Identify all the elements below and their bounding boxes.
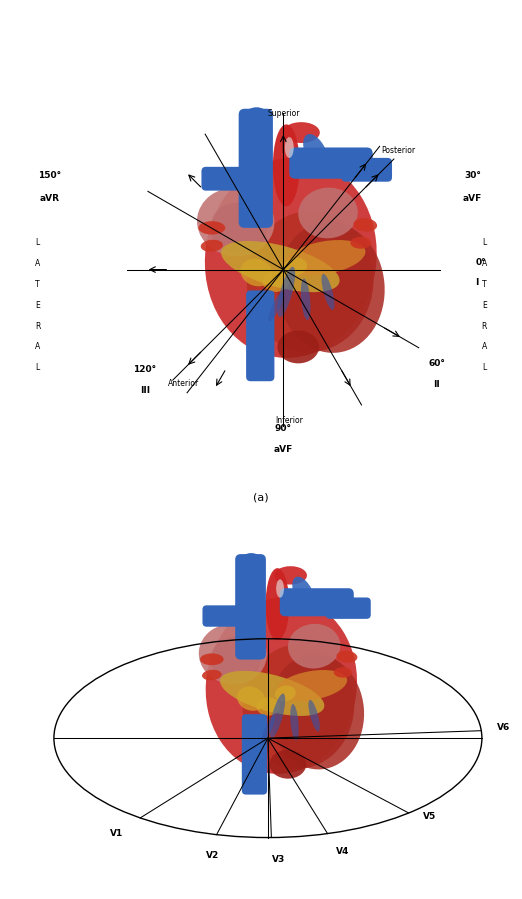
Text: V4: V4 bbox=[336, 847, 350, 856]
Ellipse shape bbox=[276, 579, 284, 598]
FancyBboxPatch shape bbox=[203, 605, 253, 627]
Ellipse shape bbox=[285, 137, 294, 158]
Text: Inferior: Inferior bbox=[275, 416, 303, 425]
Ellipse shape bbox=[309, 699, 320, 732]
FancyBboxPatch shape bbox=[246, 290, 275, 381]
Ellipse shape bbox=[256, 698, 280, 716]
Text: T: T bbox=[482, 280, 487, 289]
Ellipse shape bbox=[303, 134, 329, 173]
FancyBboxPatch shape bbox=[341, 158, 392, 182]
Text: V3: V3 bbox=[272, 855, 285, 864]
FancyBboxPatch shape bbox=[326, 598, 371, 619]
Text: L: L bbox=[35, 238, 40, 247]
Text: V6: V6 bbox=[497, 723, 510, 732]
Ellipse shape bbox=[276, 670, 347, 701]
Text: II: II bbox=[433, 379, 440, 388]
Text: Superior: Superior bbox=[267, 110, 300, 119]
Ellipse shape bbox=[199, 624, 267, 684]
Ellipse shape bbox=[237, 687, 265, 711]
Text: R: R bbox=[482, 322, 487, 331]
Text: III: III bbox=[140, 386, 150, 395]
Ellipse shape bbox=[241, 553, 261, 566]
FancyBboxPatch shape bbox=[235, 554, 266, 660]
Text: L: L bbox=[35, 363, 40, 372]
Ellipse shape bbox=[274, 566, 307, 584]
FancyBboxPatch shape bbox=[280, 588, 354, 617]
Ellipse shape bbox=[210, 637, 260, 681]
Text: 150°: 150° bbox=[38, 171, 61, 181]
Ellipse shape bbox=[206, 597, 357, 774]
Text: Anterior: Anterior bbox=[168, 378, 199, 387]
Ellipse shape bbox=[220, 671, 324, 716]
Ellipse shape bbox=[202, 670, 222, 681]
Ellipse shape bbox=[200, 654, 223, 665]
Text: L: L bbox=[482, 238, 487, 247]
FancyBboxPatch shape bbox=[289, 147, 373, 179]
Ellipse shape bbox=[322, 274, 335, 310]
Ellipse shape bbox=[278, 267, 295, 317]
Ellipse shape bbox=[270, 693, 285, 738]
Ellipse shape bbox=[210, 202, 267, 254]
Text: V2: V2 bbox=[206, 851, 219, 860]
Text: 30°: 30° bbox=[464, 171, 481, 181]
Ellipse shape bbox=[301, 279, 311, 320]
Text: A: A bbox=[35, 343, 40, 352]
Ellipse shape bbox=[275, 685, 296, 701]
Text: E: E bbox=[482, 301, 487, 310]
Text: aVF: aVF bbox=[463, 193, 482, 202]
Text: (a): (a) bbox=[253, 492, 269, 503]
Ellipse shape bbox=[198, 221, 226, 235]
Ellipse shape bbox=[277, 331, 319, 363]
Text: E: E bbox=[35, 301, 40, 310]
Ellipse shape bbox=[288, 624, 340, 669]
Text: aVF: aVF bbox=[274, 445, 293, 454]
Text: A: A bbox=[482, 259, 487, 268]
Ellipse shape bbox=[269, 654, 364, 770]
Ellipse shape bbox=[350, 236, 371, 249]
Ellipse shape bbox=[247, 210, 373, 352]
Text: Posterior: Posterior bbox=[381, 146, 415, 155]
Ellipse shape bbox=[266, 568, 289, 640]
Text: V1: V1 bbox=[110, 829, 123, 838]
Text: aVR: aVR bbox=[40, 193, 60, 202]
Text: R: R bbox=[35, 322, 40, 331]
Ellipse shape bbox=[292, 576, 315, 610]
Ellipse shape bbox=[262, 716, 275, 742]
Text: 60°: 60° bbox=[428, 359, 445, 368]
Ellipse shape bbox=[337, 651, 358, 663]
Text: L: L bbox=[482, 363, 487, 372]
Text: V5: V5 bbox=[423, 813, 436, 822]
Ellipse shape bbox=[298, 188, 358, 238]
Ellipse shape bbox=[241, 259, 272, 286]
Ellipse shape bbox=[245, 107, 268, 122]
Text: T: T bbox=[35, 280, 40, 289]
Text: A: A bbox=[35, 259, 40, 268]
Text: 0°: 0° bbox=[476, 258, 486, 267]
Ellipse shape bbox=[283, 257, 307, 276]
Ellipse shape bbox=[353, 218, 377, 232]
Ellipse shape bbox=[197, 188, 275, 256]
Text: 120°: 120° bbox=[133, 365, 157, 374]
FancyBboxPatch shape bbox=[239, 109, 273, 227]
Ellipse shape bbox=[221, 241, 340, 292]
Ellipse shape bbox=[273, 124, 300, 206]
Ellipse shape bbox=[243, 645, 354, 769]
Ellipse shape bbox=[269, 750, 306, 779]
Ellipse shape bbox=[282, 122, 320, 143]
FancyBboxPatch shape bbox=[242, 714, 267, 795]
Ellipse shape bbox=[334, 667, 352, 678]
Ellipse shape bbox=[284, 240, 365, 275]
Ellipse shape bbox=[263, 271, 289, 292]
Text: 90°: 90° bbox=[275, 424, 292, 433]
Ellipse shape bbox=[268, 292, 283, 322]
Ellipse shape bbox=[290, 704, 299, 741]
Ellipse shape bbox=[201, 240, 223, 252]
Text: I: I bbox=[476, 279, 479, 288]
Ellipse shape bbox=[205, 157, 377, 358]
Text: A: A bbox=[482, 343, 487, 352]
FancyBboxPatch shape bbox=[201, 167, 258, 191]
Ellipse shape bbox=[277, 222, 385, 353]
